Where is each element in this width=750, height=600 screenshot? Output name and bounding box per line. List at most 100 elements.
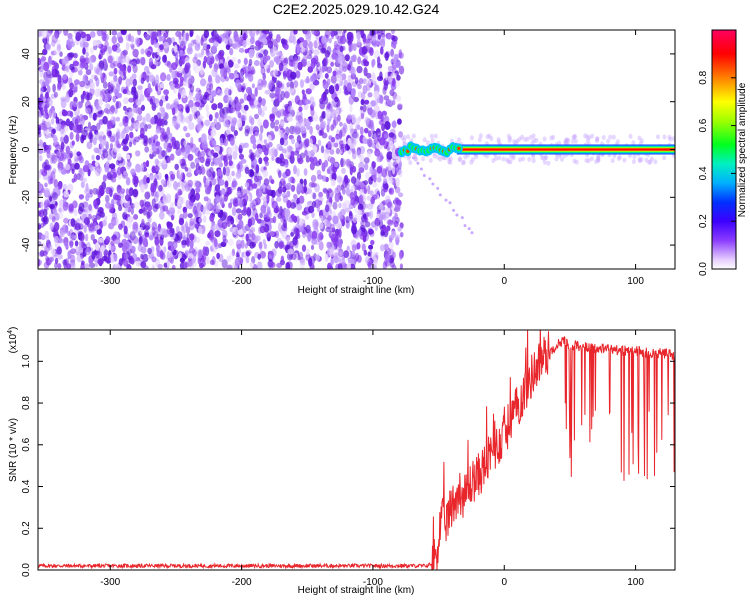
heatmap-noise-cell [96, 30, 103, 37]
heatmap-noise-cell [146, 177, 150, 184]
heatmap-noise-cell [226, 255, 231, 262]
heatmap-noise-cell [355, 123, 360, 130]
heatmap-noise-cell [301, 210, 308, 216]
heatmap-halo-cell [639, 138, 644, 144]
heatmap-noise-cell [290, 202, 297, 209]
heatmap-noise-cell [109, 143, 114, 150]
heatmap-noise-cell [269, 231, 275, 237]
heatmap-noise-cell [275, 205, 280, 213]
heatmap-noise-cell [132, 78, 137, 87]
heatmap-noise-cell [146, 204, 153, 211]
heatmap-noise-cell [245, 251, 250, 257]
colorbar-tick-label: 0.2 [698, 214, 709, 228]
heatmap-noise-cell [380, 231, 385, 237]
heatmap-noise-cell [165, 193, 172, 204]
heatmap-noise-cell [188, 113, 193, 122]
heatmap-noise-cell [227, 173, 232, 182]
heatmap-noise-cell [148, 74, 155, 83]
heatmap-noise-cell [58, 199, 64, 209]
heatmap-noise-cell [293, 30, 298, 35]
heatmap-tail-cell [419, 167, 423, 171]
heatmap-noise-cell [316, 169, 322, 176]
heatmap-noise-cell [142, 176, 148, 185]
heatmap-noise-cell [280, 121, 285, 127]
heatmap-noise-cell [337, 263, 343, 269]
heatmap-noise-cell [298, 251, 304, 261]
heatmap-noise-cell [102, 149, 109, 159]
heatmap-noise-cell [72, 60, 79, 67]
heatmap-noise-cell [357, 56, 362, 65]
heatmap-noise-cell [118, 76, 122, 85]
heatmap-halo-cell [589, 156, 594, 162]
heatmap-noise-cell [223, 94, 229, 104]
heatmap-noise-cell [290, 184, 296, 192]
heatmap-noise-cell [154, 158, 160, 166]
heatmap-noise-cell [286, 199, 292, 209]
heatmap-halo-cell [484, 153, 489, 159]
heatmap-noise-cell [356, 65, 363, 74]
heatmap-tail-cell [460, 216, 464, 220]
heatmap-noise-cell [383, 183, 389, 190]
heatmap-noise-cell [388, 75, 393, 83]
heatmap-noise-cell [202, 140, 208, 149]
snr-x-tick-label: 100 [627, 577, 644, 588]
heatmap-noise-cell [46, 30, 52, 37]
heatmap-noise-cell [250, 117, 255, 126]
heatmap-noise-cell [105, 255, 112, 263]
heatmap-noise-cell [180, 55, 186, 65]
heatmap-halo-cell [611, 134, 616, 140]
heatmap-noise-cell [151, 264, 156, 269]
heatmap-noise-cell [366, 195, 372, 201]
heatmap-noise-cell [358, 77, 364, 85]
heatmap-halo-cell [596, 158, 601, 163]
heatmap-noise-cell [173, 44, 178, 53]
heatmap-y-tick-label: -40 [21, 237, 32, 252]
heatmap-noise-cell [228, 36, 235, 44]
heatmap-halo-cell [518, 157, 522, 163]
heatmap-noise-cell [182, 224, 189, 233]
heatmap-noise-cell [347, 64, 352, 71]
heatmap-noise-cell [359, 30, 364, 36]
heatmap-noise-cell [367, 46, 373, 54]
heatmap-halo-cell [583, 133, 588, 139]
heatmap-noise-cell [223, 118, 229, 128]
heatmap-noise-cell [112, 95, 117, 103]
heatmap-noise-cell [40, 223, 45, 228]
heatmap-noise-cell [296, 154, 302, 163]
heatmap-noise-cell [227, 186, 233, 195]
heatmap-noise-cell [133, 90, 139, 100]
heatmap-noise-cell [223, 159, 229, 167]
heatmap-noise-cell [42, 123, 47, 131]
heatmap-noise-cell [115, 139, 120, 147]
heatmap-noise-cell [211, 103, 218, 111]
heatmap-signal-cell [457, 146, 461, 150]
heatmap-noise-cell [112, 116, 116, 124]
heatmap-noise-cell [337, 56, 344, 64]
heatmap-noise-cell [324, 109, 331, 119]
heatmap-noise-cell [109, 163, 116, 170]
heatmap-noise-cell [170, 244, 175, 253]
heatmap-noise-cell [65, 145, 71, 155]
heatmap-noise-cell [187, 257, 194, 267]
heatmap-noise-cell [355, 117, 361, 125]
heatmap-noise-cell [231, 117, 238, 124]
heatmap-halo-cell [546, 160, 551, 166]
heatmap-halo-cell [653, 159, 658, 165]
heatmap-noise-cell [224, 112, 228, 120]
heatmap-noise-cell [50, 152, 56, 161]
heatmap-halo-cell [520, 134, 525, 140]
heatmap-halo-cell [433, 133, 438, 139]
heatmap-halo-cell [509, 154, 513, 159]
heatmap-noise-cell [226, 96, 233, 102]
heatmap-noise-cell [351, 131, 358, 139]
heatmap-noise-cell [245, 86, 252, 94]
snr-series-line [38, 330, 675, 570]
heatmap-noise-cell [166, 74, 171, 81]
heatmap-noise-cell [190, 136, 194, 146]
heatmap-noise-cell [329, 157, 336, 164]
heatmap-noise-cell [93, 199, 98, 208]
heatmap-x-tick-label: 100 [627, 276, 644, 287]
heatmap-noise-cell [229, 137, 235, 146]
heatmap-noise-cell [89, 47, 94, 54]
